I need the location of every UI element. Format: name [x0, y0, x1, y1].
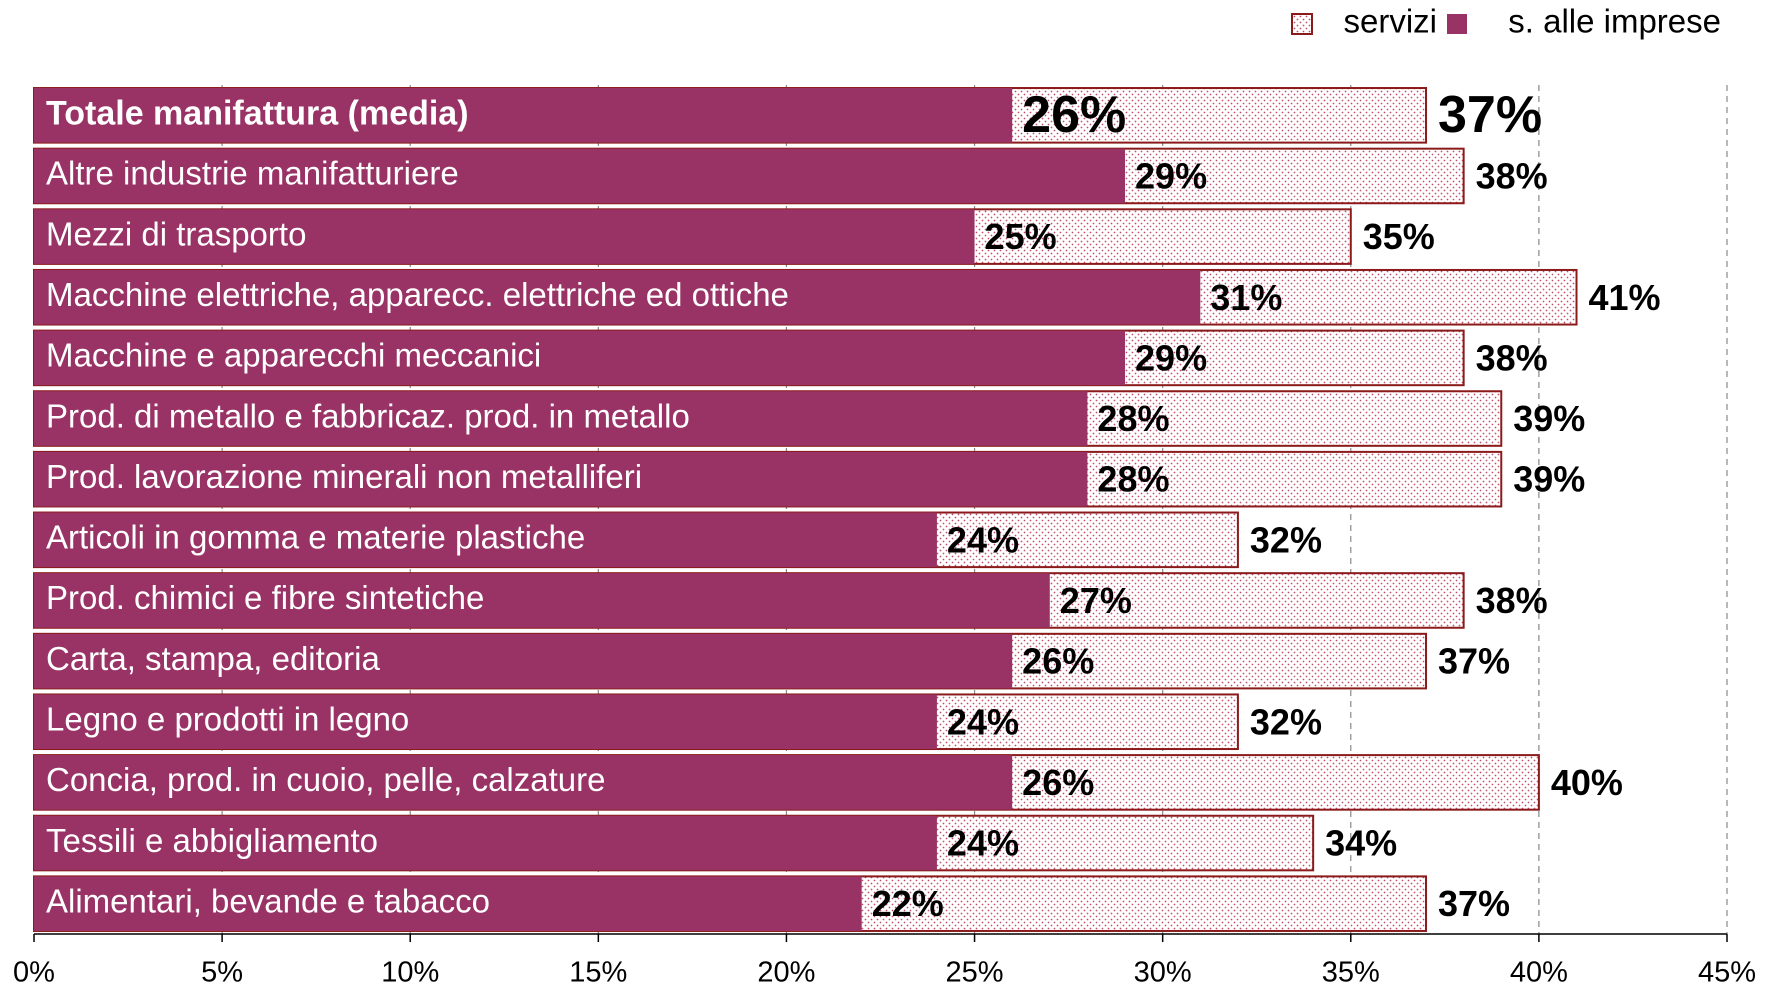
value-label: 29% [1135, 337, 1207, 378]
legend-swatch [1291, 13, 1313, 35]
category-label: Altre industrie manifatturiere [46, 155, 459, 192]
value-label: 38% [1476, 155, 1548, 196]
value-label: 24% [947, 823, 1019, 864]
value-label: 37% [1438, 86, 1542, 144]
value-label: 35% [1363, 216, 1435, 257]
legend-swatch [1447, 14, 1467, 34]
category-label: Alimentari, bevande e tabacco [46, 882, 490, 919]
value-label: 37% [1438, 883, 1510, 924]
x-tick-label: 0% [13, 957, 55, 988]
value-label: 40% [1551, 762, 1623, 803]
legend-label: s. alle imprese [1508, 3, 1721, 40]
value-label: 38% [1476, 580, 1548, 621]
category-label: Legno e prodotti in legno [46, 700, 409, 737]
category-label: Macchine elettriche, apparecc. elettrich… [46, 276, 789, 313]
x-tick-label: 15% [569, 957, 627, 988]
value-label: 26% [1022, 86, 1126, 144]
bar-imprese [34, 633, 1013, 689]
legend-label: servizi [1343, 3, 1437, 40]
category-label: Prod. di metallo e fabbricaz. prod. in m… [46, 397, 690, 434]
bar-imprese [34, 451, 1088, 507]
value-label: 32% [1250, 701, 1322, 742]
x-tick-label: 35% [1322, 957, 1380, 988]
x-tick-label: 5% [201, 957, 243, 988]
x-tick-label: 45% [1698, 957, 1756, 988]
category-label: Mezzi di trasporto [46, 215, 306, 252]
bar-imprese [34, 88, 1013, 143]
bar-imprese [34, 573, 1050, 628]
value-label: 28% [1097, 459, 1169, 500]
value-label: 34% [1325, 823, 1397, 864]
bar-imprese [34, 269, 1201, 325]
value-label: 37% [1438, 641, 1510, 682]
x-tick-label: 20% [757, 957, 815, 988]
category-label: Articoli in gomma e materie plastiche [46, 519, 585, 556]
value-label: 29% [1135, 155, 1207, 196]
bar-imprese [34, 694, 937, 750]
value-label: 39% [1513, 459, 1585, 500]
bar-imprese [34, 148, 1126, 204]
value-label: 38% [1476, 337, 1548, 378]
bar-imprese [34, 391, 1088, 446]
value-label: 28% [1097, 398, 1169, 439]
x-tick-label: 10% [381, 957, 439, 988]
value-label: 24% [947, 519, 1019, 560]
value-label: 39% [1513, 398, 1585, 439]
category-label: Concia, prod. in cuoio, pelle, calzature [46, 761, 606, 798]
value-label: 27% [1060, 580, 1132, 621]
value-label: 26% [1022, 641, 1094, 682]
value-label: 26% [1022, 762, 1094, 803]
bar-imprese [34, 209, 975, 264]
x-tick-label: 25% [946, 957, 1004, 988]
value-label: 31% [1210, 277, 1282, 318]
value-label: 24% [947, 701, 1019, 742]
x-tick-label: 40% [1510, 957, 1568, 988]
value-label: 32% [1250, 519, 1322, 560]
bar-imprese [34, 755, 1013, 810]
value-label: 22% [872, 883, 944, 924]
category-label: Prod. lavorazione minerali non metallife… [46, 458, 642, 495]
x-tick-label: 30% [1134, 957, 1192, 988]
category-label: Tessili e abbigliamento [46, 822, 378, 859]
category-label: Macchine e apparecchi meccanici [46, 337, 541, 374]
category-label: Totale manifattura (media) [46, 94, 469, 132]
bar-imprese [34, 876, 862, 931]
category-label: Prod. chimici e fibre sintetiche [46, 579, 484, 616]
bar-imprese [34, 512, 937, 568]
bar-imprese [34, 815, 937, 871]
category-label: Carta, stampa, editoria [46, 640, 380, 677]
value-label: 41% [1589, 277, 1661, 318]
value-label: 25% [985, 216, 1057, 257]
bar-imprese [34, 330, 1126, 386]
